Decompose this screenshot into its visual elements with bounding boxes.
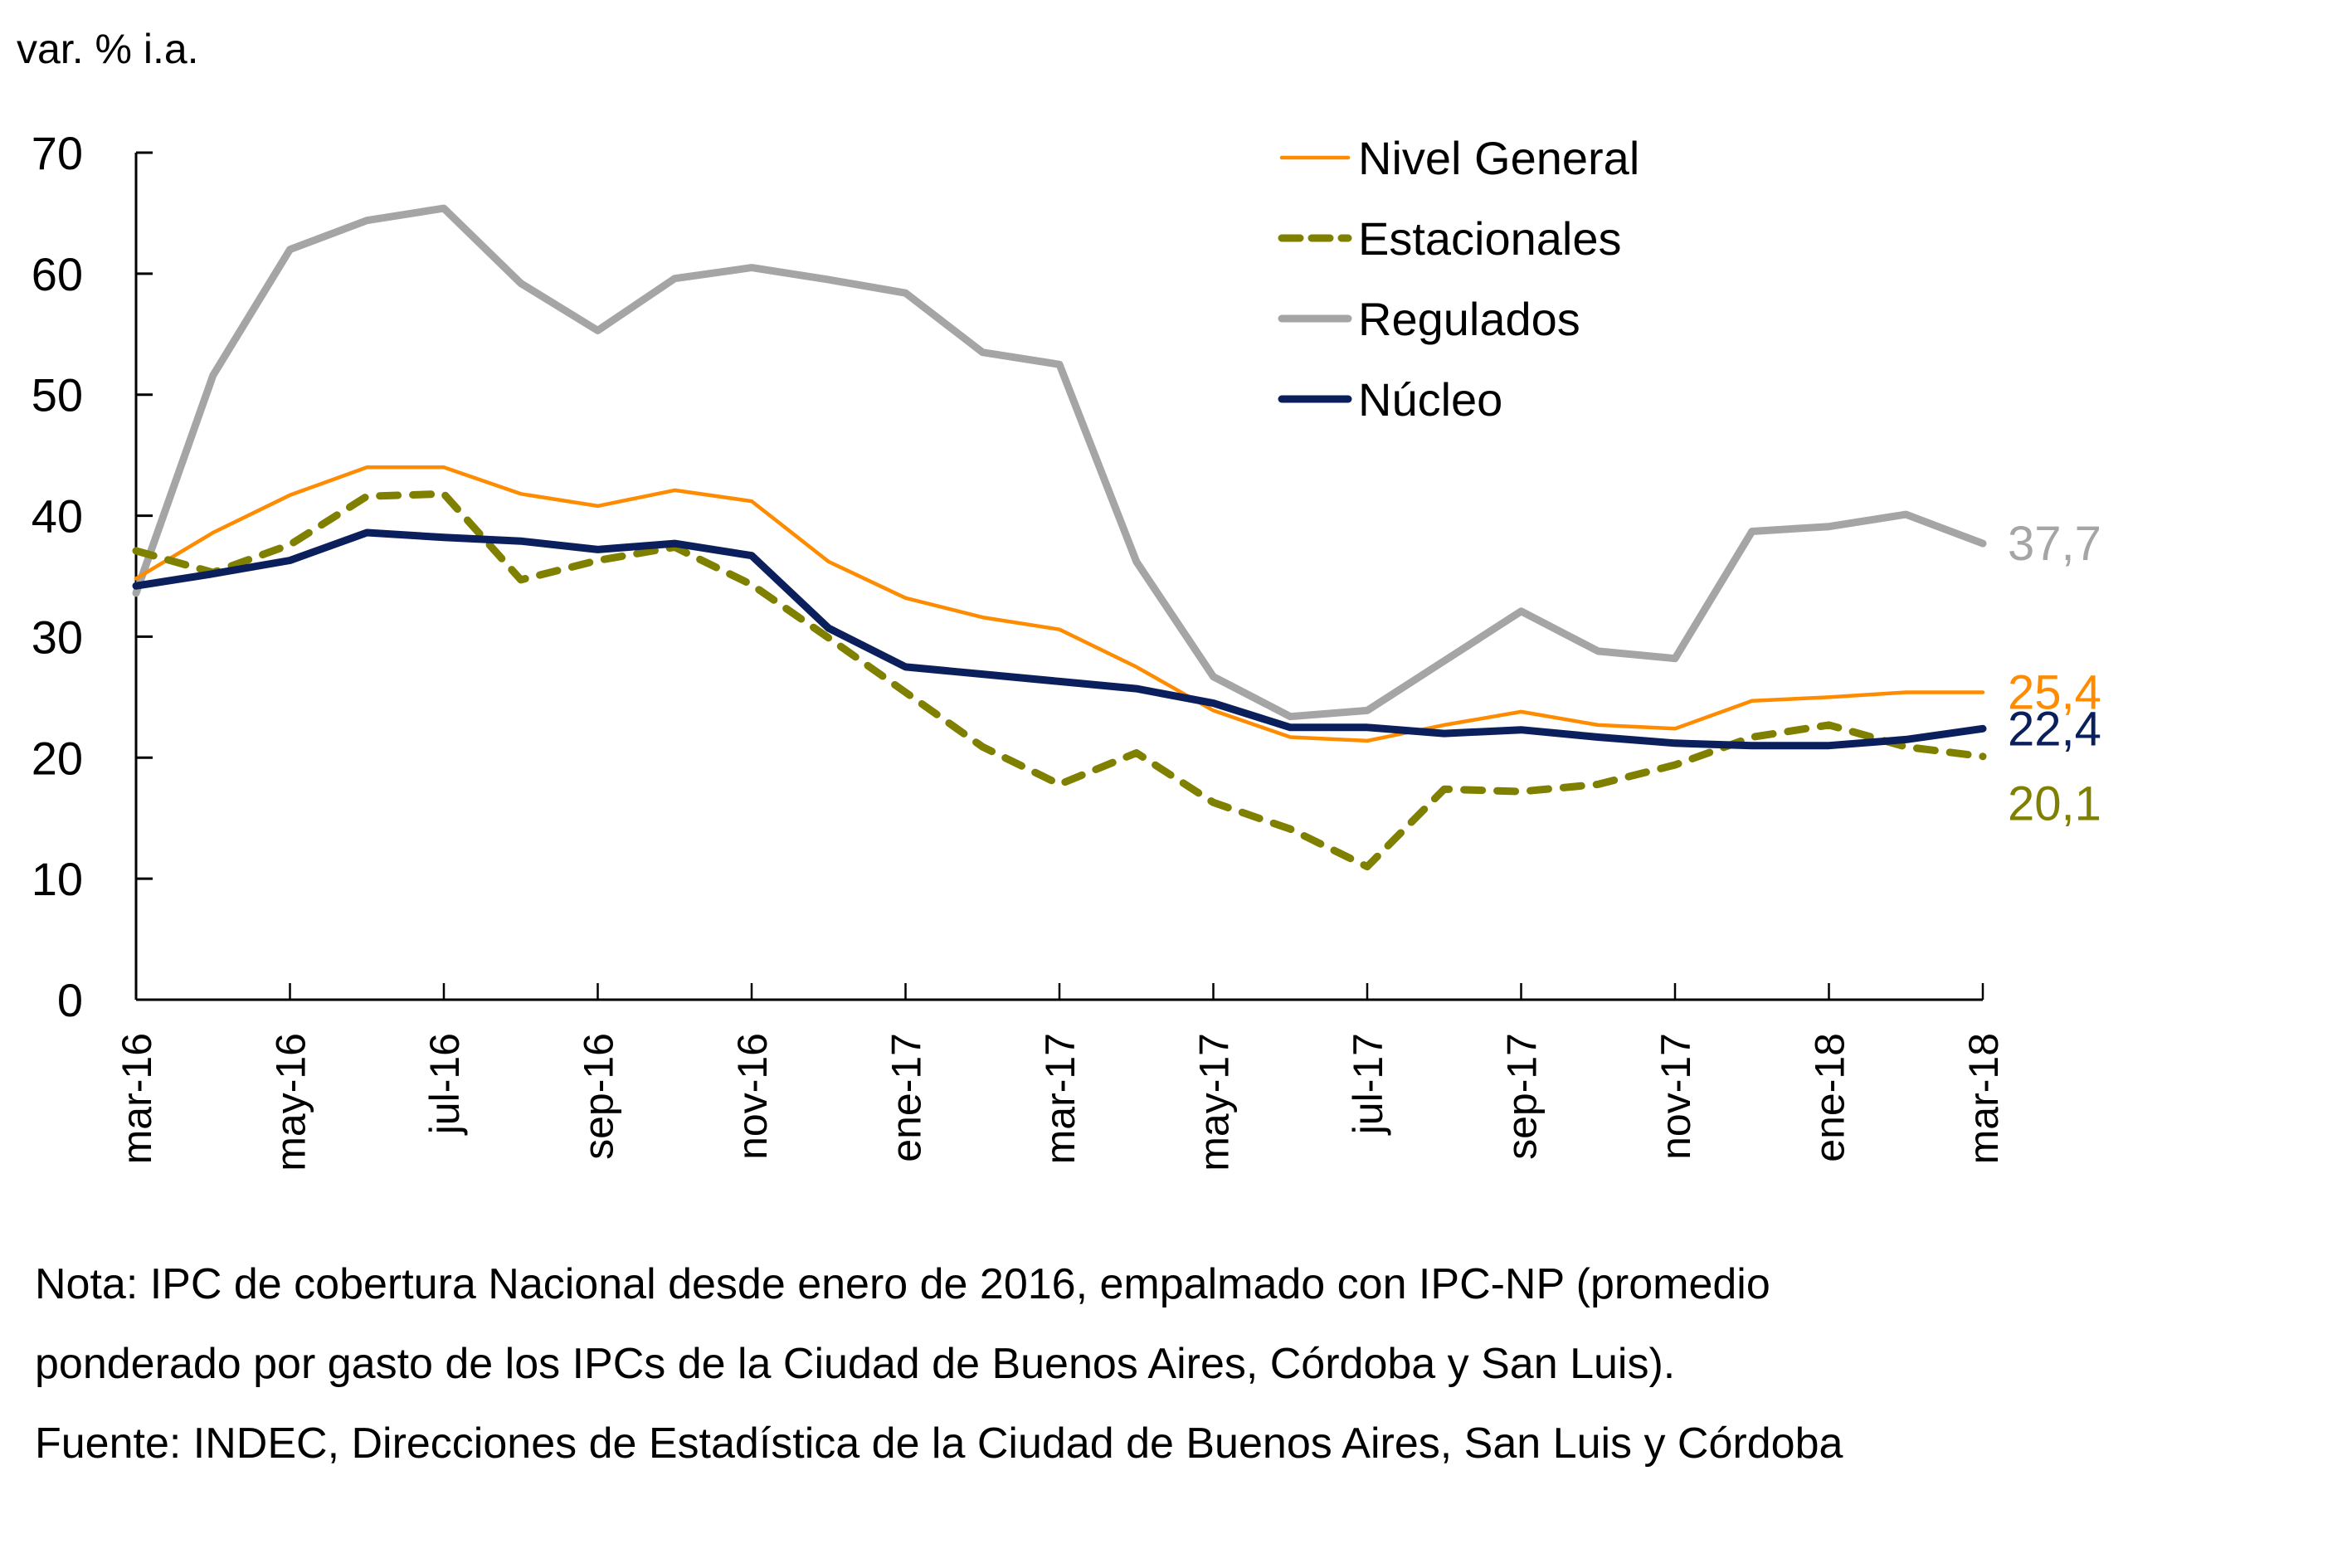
x-tick-label: mar-17 bbox=[1037, 1033, 1083, 1164]
series-line-nivel-general bbox=[134, 465, 1985, 743]
x-tick-label: ene-18 bbox=[1807, 1033, 1853, 1162]
end-label-nucleo: 22,4 bbox=[2008, 702, 2101, 756]
y-tick-label: 50 bbox=[32, 369, 83, 421]
legend-label: Regulados bbox=[1358, 293, 1580, 345]
series-line-regulados bbox=[132, 204, 1987, 721]
x-tick-label: jul-17 bbox=[1345, 1033, 1391, 1136]
x-tick-label: sep-16 bbox=[576, 1033, 622, 1160]
axes bbox=[134, 153, 1983, 1001]
x-tick-label: mar-16 bbox=[114, 1033, 160, 1164]
note-line-1: Nota: IPC de cobertura Nacional desde en… bbox=[35, 1260, 1770, 1308]
x-tick-label: jul-16 bbox=[421, 1033, 468, 1136]
legend: Nivel General Estacionales Regulados Núcleo bbox=[1278, 132, 1639, 426]
y-tick-label: 40 bbox=[32, 490, 83, 543]
x-tick-label: nov-16 bbox=[729, 1033, 776, 1160]
x-tick-label: ene-17 bbox=[884, 1033, 930, 1162]
y-ticks: 0 10 20 30 40 50 60 70 bbox=[32, 127, 153, 1026]
note-line-2: ponderado por gasto de los IPCs de la Ci… bbox=[35, 1340, 1676, 1388]
series-lines bbox=[132, 204, 1987, 871]
y-tick-label: 70 bbox=[32, 127, 83, 179]
y-tick-label: 0 bbox=[57, 974, 83, 1026]
y-tick-label: 30 bbox=[32, 611, 83, 663]
series-line-estacionales bbox=[132, 489, 1987, 871]
end-label-estacionales: 20,1 bbox=[2008, 777, 2101, 831]
legend-item: Nivel General bbox=[1279, 132, 1639, 184]
source-line: Fuente: INDEC, Direcciones de Estadístic… bbox=[35, 1419, 1843, 1468]
legend-label: Nivel General bbox=[1358, 132, 1639, 184]
y-tick-label: 10 bbox=[32, 853, 83, 905]
legend-item: Regulados bbox=[1278, 293, 1580, 345]
y-tick-label: 20 bbox=[32, 732, 83, 784]
end-label-regulados: 37,7 bbox=[2008, 517, 2101, 571]
y-axis-unit-label: var. % i.a. bbox=[17, 26, 199, 72]
legend-label: Estacionales bbox=[1358, 212, 1622, 265]
legend-item: Núcleo bbox=[1278, 373, 1502, 426]
legend-item: Estacionales bbox=[1278, 212, 1622, 265]
series-line-nucleo bbox=[132, 528, 1987, 750]
end-label-nivel-general: 25,4 bbox=[2008, 666, 2101, 720]
x-tick-label: may-16 bbox=[268, 1033, 314, 1171]
y-tick-label: 60 bbox=[32, 248, 83, 300]
x-tick-label: may-17 bbox=[1191, 1033, 1238, 1171]
x-ticks: mar-16 may-16 jul-16 sep-16 nov-16 ene-17 mar-… bbox=[114, 983, 2007, 1171]
x-tick-label: mar-18 bbox=[1960, 1033, 2007, 1164]
end-labels: 25,4 20,1 37,7 22,4 bbox=[2008, 517, 2101, 831]
x-tick-label: sep-17 bbox=[1499, 1033, 1546, 1160]
footnotes: Nota: IPC de cobertura Nacional desde en… bbox=[35, 1244, 1843, 1483]
legend-label: Núcleo bbox=[1358, 373, 1502, 426]
x-tick-label: nov-17 bbox=[1653, 1033, 1699, 1160]
